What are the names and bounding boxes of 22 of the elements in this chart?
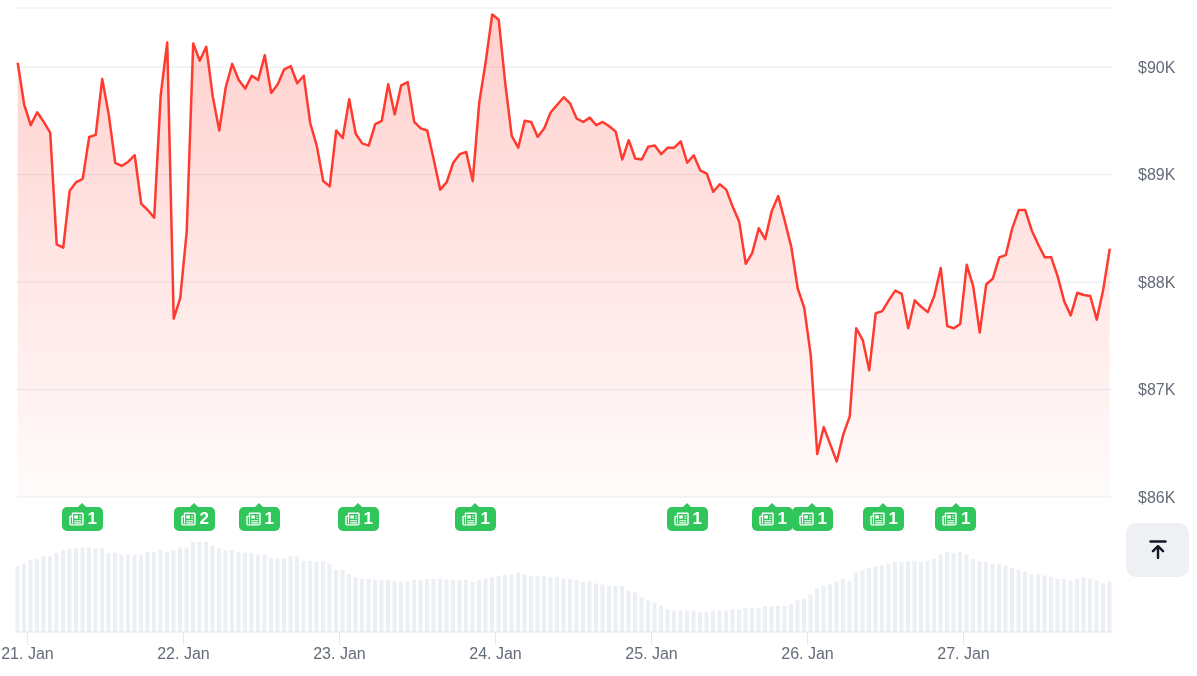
text: 1 <box>777 509 787 528</box>
y-tick-label: $86K <box>1138 488 1176 506</box>
text: 1 <box>692 509 702 528</box>
y-tick-label: $88K <box>1138 273 1176 291</box>
x-tick-label: 21. Jan <box>1 645 54 663</box>
text: 1 <box>817 509 827 528</box>
text: 1 <box>961 509 971 528</box>
x-tick-label: 25. Jan <box>625 645 678 663</box>
text: 1 <box>87 509 97 528</box>
text: 1 <box>264 509 274 528</box>
text: 2 <box>199 509 209 528</box>
y-tick-label: $87K <box>1138 381 1176 399</box>
x-tick-label: 24. Jan <box>469 645 522 663</box>
text: 1 <box>888 509 898 528</box>
x-tick-label: 27. Jan <box>937 645 990 663</box>
text: 1 <box>363 509 373 528</box>
x-tick-label: 22. Jan <box>157 645 210 663</box>
y-tick-label: $90K <box>1138 58 1176 76</box>
x-tick-label: 26. Jan <box>781 645 834 663</box>
text: 1 <box>480 509 490 528</box>
x-tick-label: 23. Jan <box>313 645 366 663</box>
y-tick-label: $89K <box>1138 166 1176 184</box>
